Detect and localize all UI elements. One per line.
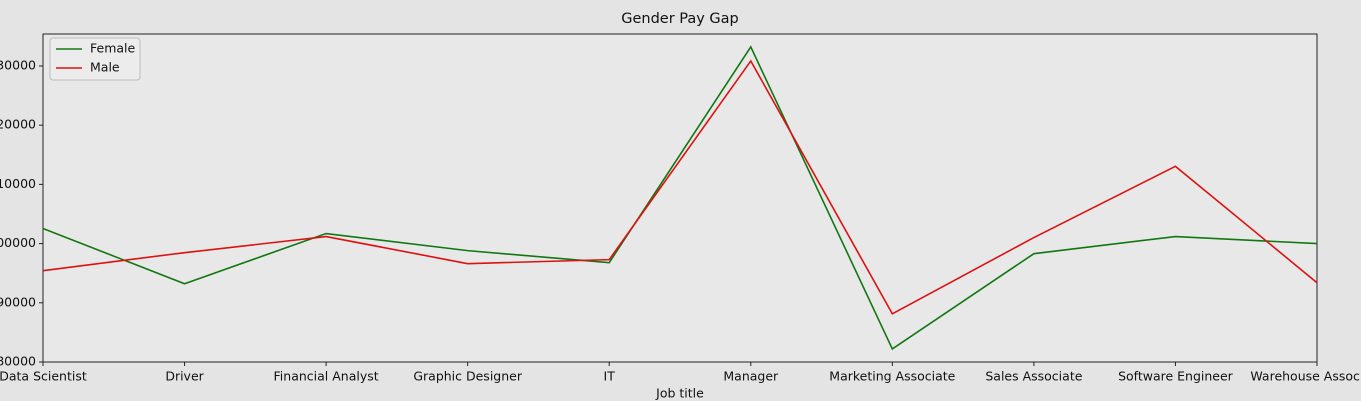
legend-label: Male xyxy=(90,60,120,75)
line-series xyxy=(42,59,1318,315)
y-tick-label: 90000 xyxy=(0,294,36,309)
x-tick-label: Warehouse Associate xyxy=(1250,369,1361,384)
y-tick-label: 110000 xyxy=(0,176,36,191)
y-tick-label: 130000 xyxy=(0,57,36,72)
y-tick-label: 120000 xyxy=(0,117,36,132)
y-tick-label: 100000 xyxy=(0,235,36,250)
x-tick-label: Financial Analyst xyxy=(274,369,379,384)
x-tick-label: Manager xyxy=(723,369,779,384)
x-axis-label: Job title xyxy=(655,386,704,401)
x-tick-label: Sales Associate xyxy=(985,369,1082,384)
x-tick-label: Driver xyxy=(165,369,204,384)
legend-label: Female xyxy=(90,41,136,56)
x-tick-label: Data Scientist xyxy=(0,369,87,384)
x-tick-label: Graphic Designer xyxy=(413,369,523,384)
line-series xyxy=(42,45,1318,351)
x-tick-label: Software Engineer xyxy=(1118,369,1234,384)
chart-title: Gender Pay Gap xyxy=(621,11,739,27)
x-tick-label: Marketing Associate xyxy=(829,369,955,384)
plot-area xyxy=(42,33,1318,363)
x-tick-label: IT xyxy=(604,369,616,384)
y-tick-label: 80000 xyxy=(0,354,36,369)
